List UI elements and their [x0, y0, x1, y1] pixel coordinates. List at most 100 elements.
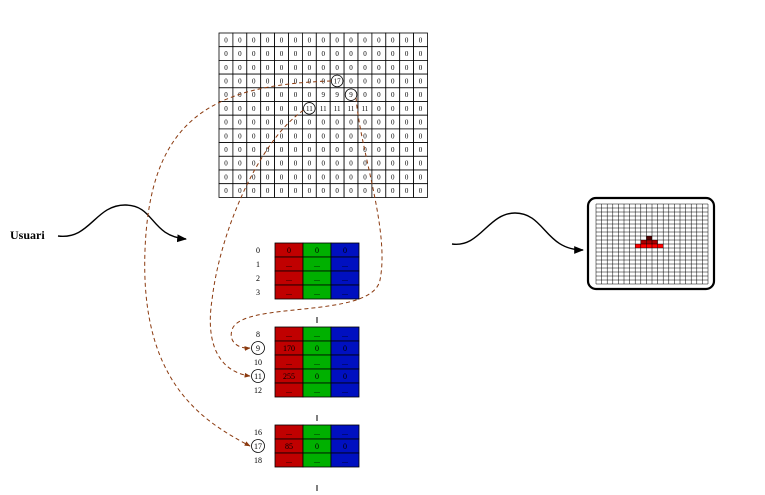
bitmap-cell-value: 0 [280, 187, 284, 195]
bitmap-cell-value: 0 [322, 119, 326, 127]
bitmap-cell-value: 0 [252, 119, 256, 127]
bitmap-cell-value: 0 [308, 187, 312, 195]
bitmap-cell-value: 0 [252, 105, 256, 113]
palette-index: 10 [254, 358, 262, 367]
bitmap-cell-value: 0 [238, 64, 242, 72]
palette-value-b: ... [342, 386, 348, 395]
monitor-lit-pixel [640, 244, 647, 248]
bitmap-cell-value: 0 [322, 160, 326, 168]
bitmap-cell-value: 0 [419, 187, 423, 195]
bitmap-cell-value: 0 [224, 119, 228, 127]
bitmap-cell-value: 0 [308, 50, 312, 58]
bitmap-cell-value: 0 [266, 77, 270, 85]
bitmap-cell-value: 0 [419, 132, 423, 140]
bitmap-cell-value: 0 [349, 119, 353, 127]
monitor-screen [586, 196, 716, 291]
bitmap-cell-value: 0 [224, 105, 228, 113]
monitor-pixel-grid [595, 203, 709, 285]
input-wave-arrow [57, 204, 187, 243]
bitmap-cell-value: 0 [419, 160, 423, 168]
bitmap-cell-value: 0 [377, 146, 381, 154]
output-wave-arrow [451, 212, 584, 254]
bitmap-cell-value: 0 [405, 77, 409, 85]
palette-value-g: ... [314, 428, 320, 437]
bitmap-cell-value: 0 [363, 91, 367, 99]
monitor-lit-pixel [640, 240, 647, 244]
bitmap-cell-value: 0 [419, 173, 423, 181]
bitmap-cell-value: 0 [224, 160, 228, 168]
bitmap-cell-value: 0 [308, 132, 312, 140]
bitmap-cell-value: 0 [322, 187, 326, 195]
bitmap-cell-value: 0 [377, 50, 381, 58]
bitmap-cell-value: 0 [280, 91, 284, 99]
bitmap-cell-value: 9 [349, 91, 353, 99]
bitmap-cell-value: 0 [391, 187, 395, 195]
bitmap-cell-value: 0 [280, 119, 284, 127]
palette-cell-b [330, 452, 360, 468]
bitmap-cell-value: 0 [349, 64, 353, 72]
bitmap-cell-value: 0 [377, 64, 381, 72]
bitmap-grid: 0 0 0 0 0 0 0 0 0 0 0 0 0 0 0 0 0 0 0 0 0 0 0 0 0 0 0 0 0 0 0 0 0 0 0 0 0 0 0 0… [218, 32, 428, 198]
bitmap-cell-value: 0 [335, 36, 339, 44]
bitmap-cell-value: 0 [363, 146, 367, 154]
palette-value-g: ... [314, 456, 320, 465]
bitmap-cell-value: 0 [349, 146, 353, 154]
bitmap-cell-value: 0 [266, 119, 270, 127]
bitmap-cell-value: 0 [349, 77, 353, 85]
palette-value-b: 0 [343, 246, 347, 255]
bitmap-cell-value: 0 [294, 132, 298, 140]
bitmap-cell-value: 0 [308, 64, 312, 72]
bitmap-cell-value: 0 [335, 160, 339, 168]
monitor-lit-pixel [635, 244, 641, 248]
bitmap-cell-value: 0 [391, 36, 395, 44]
bitmap-cell-value: 0 [308, 91, 312, 99]
bitmap-cell-highlight [344, 88, 358, 101]
palette-index: 2 [256, 274, 260, 283]
palette-value-g: 0 [315, 246, 319, 255]
bitmap-cell-value: 0 [405, 132, 409, 140]
bitmap-cell-value: 0 [405, 64, 409, 72]
bitmap-cell-value: 0 [308, 36, 312, 44]
bitmap-cell-value: 0 [252, 132, 256, 140]
bitmap-cell-value: 0 [363, 187, 367, 195]
bitmap-cell-highlight [303, 102, 316, 115]
bitmap-cell-value: 0 [280, 146, 284, 154]
bitmap-cell-value: 0 [349, 36, 353, 44]
bitmap-cell-value: 11 [320, 105, 327, 113]
bitmap-cell-value: 0 [252, 187, 256, 195]
bitmap-cell-value: 0 [391, 105, 395, 113]
actor-label: Usuari [10, 228, 45, 242]
bitmap-cell-value: 0 [363, 77, 367, 85]
bitmap-cell-value: 0 [391, 64, 395, 72]
bitmap-cell-value: 0 [322, 132, 326, 140]
bitmap-cell-value: 0 [308, 146, 312, 154]
palette-value-r: 170 [283, 344, 295, 353]
bitmap-cell-value: 0 [266, 64, 270, 72]
bitmap-cell-value: 0 [294, 160, 298, 168]
palette-index-highlight [251, 369, 265, 383]
bitmap-cell-value: 0 [335, 187, 339, 195]
bitmap-cell-value: 0 [238, 173, 242, 181]
bitmap-cell-value: 0 [391, 173, 395, 181]
bitmap-cell-value: 0 [391, 146, 395, 154]
lookup-arrow-11 [209, 109, 304, 378]
palette-index: 0 [256, 246, 260, 255]
bitmap-cell-value: 0 [363, 64, 367, 72]
palette-value-b: ... [342, 358, 348, 367]
bitmap-cell-highlight [330, 74, 344, 88]
palette-index: 9 [256, 344, 260, 353]
bitmap-cell-value: 0 [391, 119, 395, 127]
bitmap-cell-value: 0 [266, 187, 270, 195]
bitmap-cell-value: 0 [377, 105, 381, 113]
bitmap-cell-value: 0 [419, 64, 423, 72]
bitmap-cell-value: 9 [322, 91, 326, 99]
bitmap-cell-value: 0 [224, 50, 228, 58]
bitmap-cell-value: 0 [335, 173, 339, 181]
bitmap-cell-value: 0 [377, 119, 381, 127]
bitmap-cell-value: 0 [349, 50, 353, 58]
palette-value-b: 0 [343, 344, 347, 353]
bitmap-cell-value: 0 [308, 160, 312, 168]
palette-value-b: ... [342, 274, 348, 283]
palette-index: 8 [256, 330, 260, 339]
